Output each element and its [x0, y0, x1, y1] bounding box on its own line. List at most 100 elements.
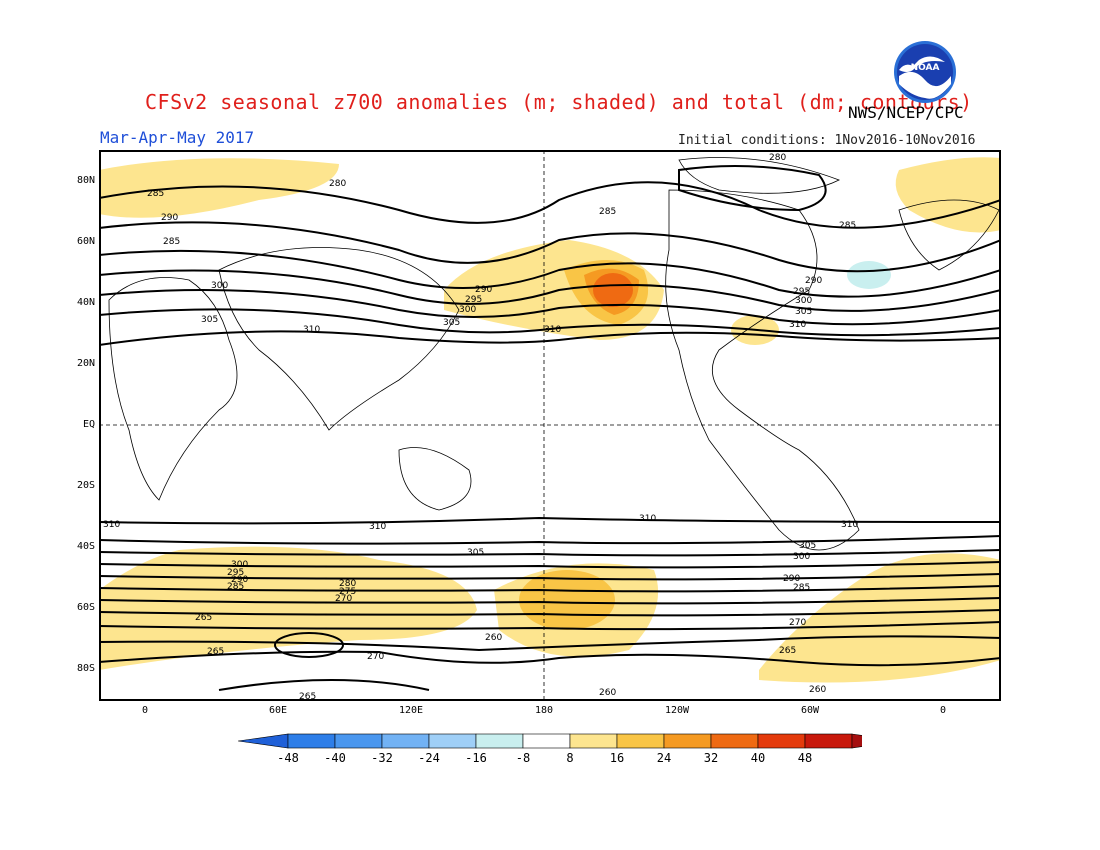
coastlines [108, 157, 1000, 551]
anomaly-positive-region [99, 158, 339, 218]
latitude-label: 40S [76, 541, 95, 552]
contour-label: 285 [599, 207, 616, 217]
colorbar-segment [522, 733, 571, 749]
season-label: Mar-Apr-May 2017 [100, 128, 255, 147]
colorbar-segment [428, 733, 477, 749]
contour-label: 295 [465, 295, 482, 305]
contour-label: 270 [367, 652, 384, 662]
anomaly-positive-region [895, 157, 1001, 233]
contour-label: 300 [231, 560, 248, 570]
colorbar-tick-label: -48 [277, 751, 299, 765]
colorbar-tick-label: 8 [566, 751, 573, 765]
colorbar-segment [475, 733, 524, 749]
contour-label: 275 [339, 587, 356, 597]
longitude-label: 120E [398, 705, 424, 716]
contour-label: 310 [544, 325, 561, 335]
colorbar-segment [616, 733, 665, 749]
contour-label: 310 [789, 320, 806, 330]
contour-label: 290 [475, 285, 492, 295]
map-panel: 285 280 290 285 300 305 310 285 290 295 … [99, 150, 1001, 701]
contour-label: 260 [809, 685, 826, 695]
contour-label: 260 [485, 633, 502, 643]
latitude-label: 60S [76, 602, 95, 613]
colorbar-segment [804, 733, 853, 749]
contour-label: 305 [201, 315, 218, 325]
initial-conditions-label: Initial conditions: 1Nov2016-10Nov2016 [678, 133, 976, 148]
latitude-label: 40N [76, 297, 95, 308]
latitude-label: 60N [76, 236, 95, 247]
contour-label: 285 [147, 189, 164, 199]
anomaly-positive-region [593, 273, 633, 307]
contour-label: 280 [769, 153, 786, 163]
colorbar-tick-label: -8 [516, 751, 530, 765]
svg-text:NOAA: NOAA [911, 63, 940, 73]
contour-label: 265 [779, 646, 796, 656]
contour-label: 285 [793, 583, 810, 593]
anomaly-shading [99, 157, 1001, 683]
contour-label: 310 [103, 520, 120, 530]
colorbar-tick-label: 16 [610, 751, 624, 765]
latitude-label: 80S [76, 663, 95, 674]
longitude-label: 0 [939, 705, 947, 716]
contour-label: 310 [841, 520, 858, 530]
contour-label: 290 [805, 276, 822, 286]
contour-label: 285 [227, 582, 244, 592]
contour-label: 310 [639, 514, 656, 524]
colorbar-segment [287, 733, 336, 749]
contour-label: 265 [207, 647, 224, 657]
contour-label: 295 [793, 287, 810, 297]
colorbar-segment [757, 733, 806, 749]
colorbar-segment [710, 733, 759, 749]
contour-label: 300 [211, 281, 228, 291]
latitude-label: 20S [76, 480, 95, 491]
contour-label: 270 [789, 618, 806, 628]
colorbar-tick-label: -32 [371, 751, 393, 765]
contour-labels-south: 310 310 310 310 305 300 295 290 285 280 … [103, 514, 858, 701]
longitude-label: 0 [141, 705, 149, 716]
contour-label: 290 [161, 213, 178, 223]
latitude-label: EQ [82, 419, 95, 430]
colorbar: -48 -40 -32 -24 -16 -8 8 16 24 32 40 48 [238, 733, 862, 765]
latitude-label: 80N [76, 175, 95, 186]
longitude-label: 120W [664, 705, 690, 716]
contour-label: 310 [303, 325, 320, 335]
longitude-label: 180 [534, 705, 554, 716]
colorbar-segment [663, 733, 712, 749]
contour-label: 310 [369, 522, 386, 532]
contour-label: 265 [195, 613, 212, 623]
longitude-label: 60E [268, 705, 288, 716]
colorbar-tick-label: -24 [418, 751, 440, 765]
agency-label: NWS/NCEP/CPC [848, 103, 964, 122]
contour-label: 285 [163, 237, 180, 247]
contour-label: 290 [231, 575, 248, 585]
map-frame [99, 150, 1001, 701]
contour-label: 280 [329, 179, 346, 189]
contour-label: 270 [335, 594, 352, 604]
colorbar-tick-label: -40 [324, 751, 346, 765]
contour-label: 265 [299, 692, 316, 701]
reference-lines [99, 150, 1001, 701]
latitude-label: 20N [76, 358, 95, 369]
contour-label: 305 [467, 548, 484, 558]
contour-label: 300 [795, 296, 812, 306]
colorbar-tick-label: -16 [465, 751, 487, 765]
colorbar-arrow-high [851, 733, 862, 749]
anomaly-positive-region [759, 553, 1001, 683]
contour-label: 305 [795, 307, 812, 317]
figure-title: CFSv2 seasonal z700 anomalies (m; shaded… [145, 90, 973, 114]
colorbar-tick-label: 40 [751, 751, 765, 765]
contour-labels-north: 285 280 290 285 300 305 310 285 290 295 … [147, 153, 856, 335]
noaa-logo: NOAA [894, 41, 956, 103]
colorbar-tick-label: 32 [704, 751, 718, 765]
contour-label: 295 [227, 568, 244, 578]
height-contours [99, 165, 1001, 691]
colorbar-tick-label: 48 [798, 751, 812, 765]
colorbar-segment [334, 733, 383, 749]
contour-label: 290 [783, 574, 800, 584]
contour-label: 305 [443, 318, 460, 328]
contour-label: 300 [459, 305, 476, 315]
colorbar-tick-label: 24 [657, 751, 671, 765]
contour-label: 280 [339, 579, 356, 589]
contour-label: 305 [799, 541, 816, 551]
contour-label: 300 [793, 552, 810, 562]
